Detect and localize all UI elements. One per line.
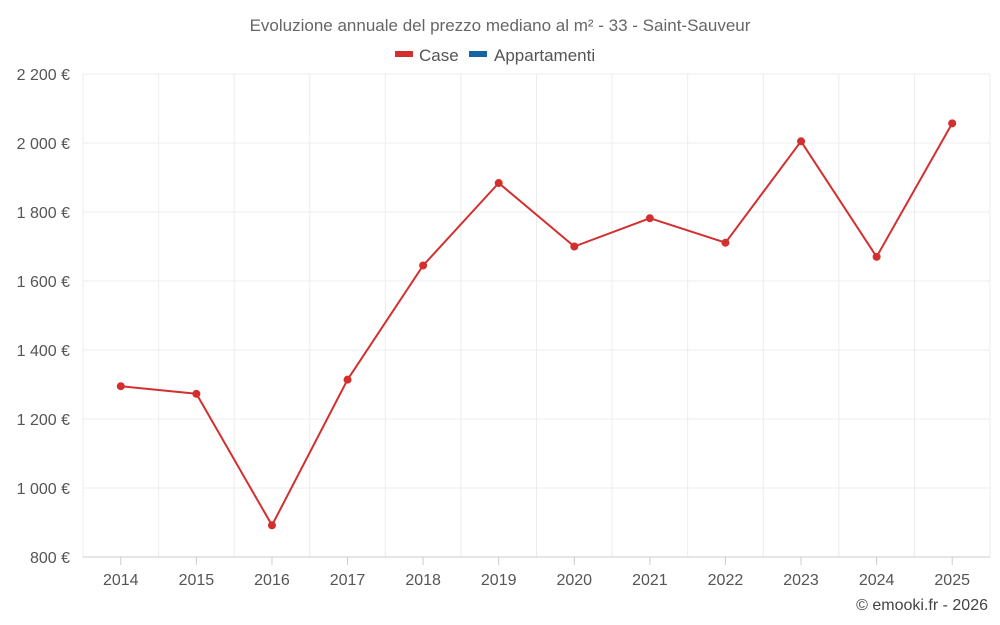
y-tick-label-1200: 1 200 € [17, 412, 70, 429]
y-tick-label-1000: 1 000 € [17, 481, 70, 498]
data-point-case-2019[interactable] [494, 179, 503, 188]
x-tick-label-2014: 2014 [103, 572, 139, 589]
data-point-case-2025[interactable] [948, 119, 957, 128]
legend-label-appartamenti: Appartamenti [494, 46, 595, 65]
legend-swatch-case [395, 51, 413, 57]
x-tick-label-2016: 2016 [254, 572, 290, 589]
data-point-case-2014[interactable] [116, 382, 125, 391]
x-axis-labels: 2014 2015 2016 2017 2018 2019 2020 2021 2022 2023… [103, 572, 970, 589]
x-tick-label-2019: 2019 [481, 572, 517, 589]
x-tick-label-2018: 2018 [405, 572, 441, 589]
data-point-case-2023[interactable] [797, 137, 806, 146]
legend-item-case[interactable]: Case [395, 46, 459, 65]
series-line-case [120, 122, 954, 527]
data-point-case-2015[interactable] [192, 389, 201, 398]
x-tick-label-2015: 2015 [179, 572, 215, 589]
credit-text: © emooki.fr - 2026 [856, 597, 988, 614]
y-tick-label-1400: 1 400 € [17, 343, 70, 360]
chart-title: Evoluzione annuale del prezzo mediano al… [250, 16, 751, 35]
x-gridlines [82, 74, 991, 557]
series-layer [116, 119, 957, 530]
legend: Case Appartamenti [395, 46, 595, 65]
x-tick-label-2022: 2022 [708, 572, 744, 589]
x-tick-label-2017: 2017 [330, 572, 366, 589]
x-tick-label-2024: 2024 [859, 572, 895, 589]
x-tick-label-2020: 2020 [556, 572, 592, 589]
legend-item-appartamenti[interactable]: Appartamenti [469, 46, 595, 65]
y-tick-label-2200: 2 200 € [17, 67, 70, 84]
y-tick-label-1800: 1 800 € [17, 205, 70, 222]
data-point-case-2016[interactable] [267, 521, 276, 530]
data-point-case-2024[interactable] [872, 252, 881, 261]
data-point-case-2017[interactable] [343, 375, 352, 384]
y-tick-label-800: 800 € [30, 550, 70, 567]
data-point-case-2021[interactable] [645, 214, 654, 223]
data-point-case-2022[interactable] [721, 238, 730, 247]
x-tick-label-2021: 2021 [632, 572, 668, 589]
x-tick-label-2023: 2023 [783, 572, 819, 589]
x-tick-label-2025: 2025 [934, 572, 970, 589]
y-axis-labels: 800 € 1 000 € 1 200 € 1 400 € 1 600 € 1 800 €… [17, 67, 70, 567]
data-point-case-2020[interactable] [570, 242, 579, 251]
legend-swatch-appartamenti [469, 51, 487, 57]
data-point-case-2018[interactable] [419, 261, 428, 270]
x-axis-ticks [120, 557, 953, 565]
legend-label-case: Case [419, 46, 459, 65]
y-tick-label-1600: 1 600 € [17, 274, 70, 291]
y-tick-label-2000: 2 000 € [17, 136, 70, 153]
